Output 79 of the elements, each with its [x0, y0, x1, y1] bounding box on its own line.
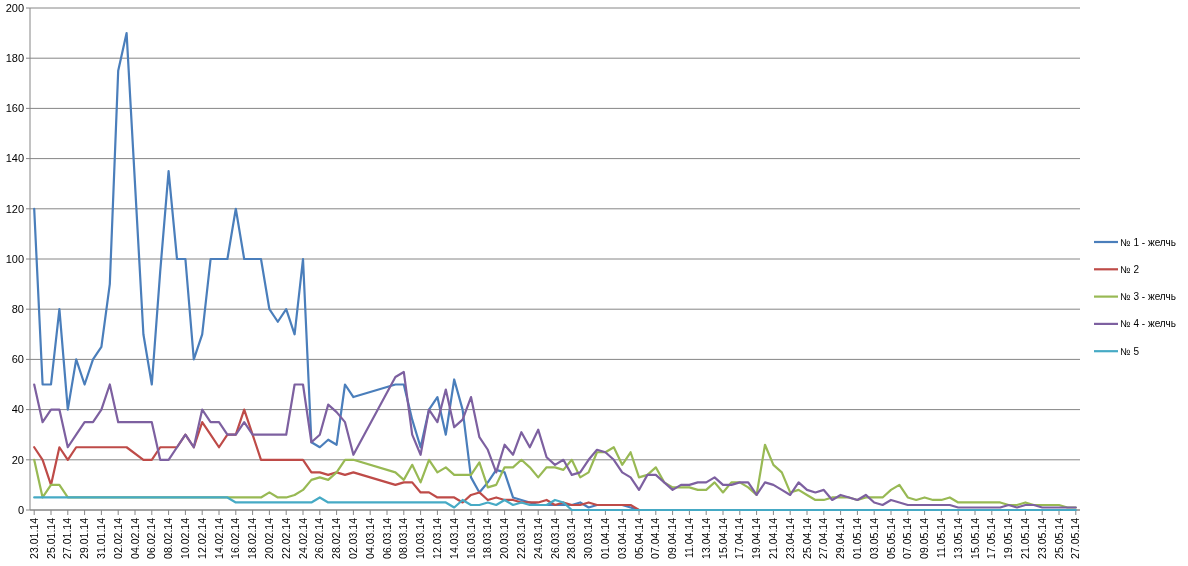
legend-label: № 4 - желчь	[1120, 318, 1176, 330]
x-tick-label: 19.04.14	[750, 517, 763, 559]
x-tick-label: 28.02.14	[330, 517, 343, 559]
legend-label: № 1 - желчь	[1120, 236, 1176, 248]
x-tick-label: 06.02.14	[145, 517, 158, 559]
x-tick-label: 12.03.14	[431, 517, 444, 559]
x-tick-label: 26.03.14	[548, 517, 561, 559]
x-tick-label: 11.04.14	[683, 517, 696, 559]
x-tick-label: 17.04.14	[733, 517, 746, 559]
x-tick-label: 24.02.14	[296, 517, 309, 559]
y-tick-label: 100	[5, 252, 24, 265]
x-tick-label: 14.03.14	[447, 517, 460, 559]
x-tick-label: 19.05.14	[1002, 517, 1015, 559]
y-tick-label: 40	[11, 403, 24, 416]
x-tick-label: 29.04.14	[834, 517, 847, 559]
y-tick-label: 80	[11, 303, 24, 316]
x-tick-label: 09.04.14	[666, 517, 679, 559]
x-tick-label: 18.03.14	[481, 517, 494, 559]
x-tick-label: 26.02.14	[313, 517, 326, 559]
x-tick-label: 29.01.14	[78, 517, 91, 559]
x-tick-label: 04.03.14	[363, 517, 376, 559]
x-tick-label: 22.03.14	[515, 517, 528, 559]
x-tick-label: 05.05.14	[884, 517, 897, 559]
x-tick-label: 12.02.14	[195, 517, 208, 559]
x-tick-label: 01.05.14	[851, 517, 864, 559]
x-tick-label: 18.02.14	[246, 517, 259, 559]
y-tick-label: 160	[5, 102, 24, 115]
x-tick-label: 09.05.14	[918, 517, 931, 559]
x-tick-label: 21.04.14	[767, 517, 780, 559]
x-tick-label: 07.05.14	[901, 517, 914, 559]
x-tick-label: 04.02.14	[128, 517, 141, 559]
x-tick-label: 30.03.14	[582, 517, 595, 559]
x-tick-label: 25.01.14	[44, 517, 57, 559]
y-tick-label: 20	[11, 453, 24, 466]
x-tick-label: 13.05.14	[951, 517, 964, 559]
x-tick-label: 24.03.14	[531, 517, 544, 559]
x-tick-label: 25.04.14	[800, 517, 813, 559]
x-tick-label: 22.02.14	[279, 517, 292, 559]
y-tick-label: 140	[5, 152, 24, 165]
x-tick-label: 23.05.14	[1035, 517, 1048, 559]
x-tick-label: 02.02.14	[111, 517, 124, 559]
y-tick-label: 180	[5, 52, 24, 65]
x-tick-label: 01.04.14	[599, 517, 612, 559]
y-tick-label: 60	[11, 353, 24, 366]
x-tick-label: 27.04.14	[817, 517, 830, 559]
x-tick-label: 15.04.14	[716, 517, 729, 559]
legend-label: № 2	[1120, 263, 1140, 275]
x-tick-label: 15.05.14	[968, 517, 981, 559]
legend-label: № 3 - желчь	[1120, 291, 1176, 303]
legend-label: № 5	[1120, 345, 1140, 357]
x-tick-label: 20.03.14	[498, 517, 511, 559]
x-tick-label: 10.02.14	[179, 517, 192, 559]
x-tick-label: 27.05.14	[1069, 517, 1082, 559]
x-tick-label: 10.03.14	[414, 517, 427, 559]
x-tick-label: 21.05.14	[1019, 517, 1032, 559]
x-tick-label: 17.05.14	[985, 517, 998, 559]
x-tick-label: 25.05.14	[1052, 517, 1065, 559]
x-tick-label: 23.01.14	[27, 517, 40, 559]
x-tick-label: 05.04.14	[632, 517, 645, 559]
x-tick-label: 20.02.14	[263, 517, 276, 559]
x-tick-label: 02.03.14	[347, 517, 360, 559]
y-tick-label: 0	[17, 503, 24, 516]
x-tick-label: 11.05.14	[935, 517, 948, 559]
x-tick-label: 23.04.14	[783, 517, 796, 559]
x-tick-label: 28.03.14	[565, 517, 578, 559]
x-tick-label: 07.04.14	[649, 517, 662, 559]
x-tick-label: 14.02.14	[212, 517, 225, 559]
x-tick-label: 13.04.14	[699, 517, 712, 559]
x-tick-label: 27.01.14	[61, 517, 74, 559]
x-tick-label: 16.03.14	[464, 517, 477, 559]
x-tick-label: 03.04.14	[615, 517, 628, 559]
y-tick-label: 200	[5, 1, 24, 14]
x-tick-label: 08.02.14	[162, 517, 175, 559]
x-tick-label: 03.05.14	[867, 517, 880, 559]
x-tick-label: 16.02.14	[229, 517, 242, 559]
y-tick-label: 120	[5, 202, 24, 215]
x-tick-label: 31.01.14	[95, 517, 108, 559]
x-tick-label: 06.03.14	[380, 517, 393, 559]
x-tick-label: 08.03.14	[397, 517, 410, 559]
